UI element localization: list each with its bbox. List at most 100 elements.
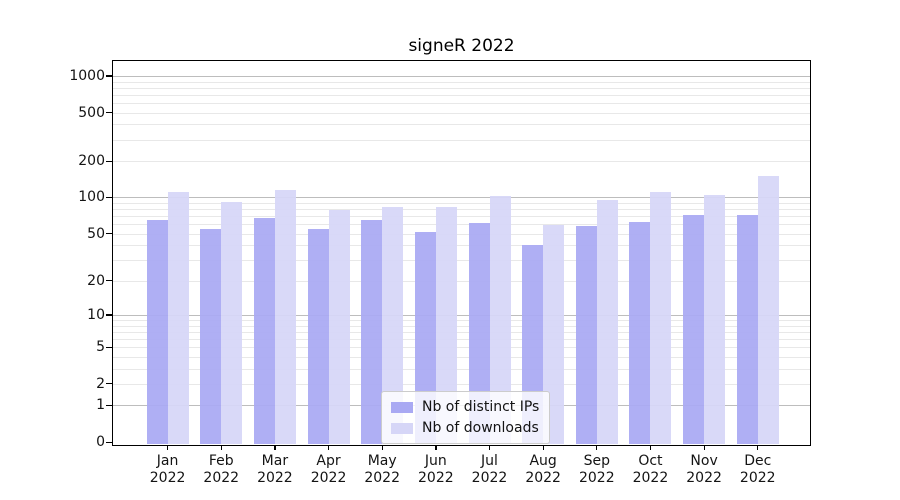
gridline-minor [113, 81, 810, 83]
bar-jun-downloads [435, 206, 457, 444]
x-tick-label-may: May 2022 [350, 453, 414, 487]
gridline-minor [113, 260, 810, 262]
x-tick-year: 2022 [471, 470, 508, 486]
gridline-minor [113, 347, 810, 349]
gridline-minor [113, 325, 810, 327]
gridline-minor [113, 87, 810, 89]
gridline-minor [113, 216, 810, 218]
x-tick-month: Nov [690, 453, 718, 469]
y-tick-mark [106, 160, 112, 162]
x-tick-label-mar: Mar 2022 [243, 453, 307, 487]
gridline-minor [113, 224, 810, 226]
x-tick-label-aug: Aug 2022 [511, 453, 575, 487]
legend: Nb of distinct IPs Nb of downloads [381, 391, 551, 444]
gridline-minor [113, 368, 810, 370]
gridline-minor [113, 245, 810, 247]
x-tick-mark [167, 445, 169, 450]
gridline-minor [113, 331, 810, 333]
gridline-minor [113, 320, 810, 321]
legend-label-downloads: Nb of downloads [422, 420, 539, 436]
y-tick-label: 5 [96, 339, 105, 356]
legend-swatch-downloads [391, 422, 413, 434]
x-tick-year: 2022 [364, 470, 400, 486]
x-tick-label-dec: Dec 2022 [726, 453, 790, 487]
y-tick-label: 2 [96, 375, 105, 392]
legend-item-downloads: Nb of downloads [391, 420, 539, 436]
x-tick-year: 2022 [632, 470, 669, 486]
gridline-minor [113, 112, 810, 114]
y-tick-label: 200 [78, 153, 105, 169]
x-tick-month: Feb [208, 453, 234, 469]
y-tick-label: 20 [87, 272, 105, 289]
bar-jul-downloads [489, 195, 511, 444]
gridline-major [113, 314, 810, 316]
gridline-minor [113, 94, 810, 96]
bar-nov-downloads [704, 194, 726, 444]
gridline-layer [113, 61, 810, 445]
x-tick-label-sep: Sep 2022 [565, 453, 629, 487]
x-tick-mark [596, 445, 598, 450]
gridline-minor [113, 356, 810, 358]
x-tick-mark [542, 445, 544, 450]
gridline-major [113, 197, 810, 199]
bar-sep-ips [575, 225, 597, 444]
legend-swatch-distinct-ips [391, 401, 413, 413]
legend-item-distinct-ips: Nb of distinct IPs [391, 399, 539, 415]
gridline-minor [113, 161, 810, 162]
x-tick-month: Sep [583, 453, 610, 469]
y-tick-mark [106, 196, 112, 199]
x-tick-year: 2022 [149, 470, 186, 486]
y-tick-mark [106, 314, 112, 316]
bar-may-downloads [382, 206, 404, 444]
y-tick-mark [106, 233, 112, 235]
y-tick-label: 500 [78, 104, 105, 121]
bar-oct-downloads [650, 191, 672, 444]
y-tick-mark [106, 112, 112, 114]
gridline-minor [113, 233, 810, 235]
gridline-minor [113, 338, 810, 340]
bar-sep-downloads [596, 200, 618, 444]
y-tick-label: 1 [96, 397, 105, 414]
y-tick-mark [106, 441, 112, 443]
x-tick-month: Mar [261, 453, 289, 469]
bar-oct-ips [629, 222, 651, 444]
x-tick-year: 2022 [578, 470, 615, 486]
gridline-minor [113, 202, 810, 204]
y-tick-mark [106, 280, 112, 282]
bar-jan-ips [146, 220, 168, 444]
x-tick-year: 2022 [257, 470, 293, 486]
bar-feb-ips [200, 228, 222, 444]
x-tick-mark [435, 445, 437, 450]
bar-apr-ips [307, 228, 329, 444]
x-tick-mark [220, 445, 222, 450]
x-tick-year: 2022 [203, 470, 240, 486]
x-tick-label-oct: Oct 2022 [618, 453, 682, 487]
bar-nov-ips [683, 215, 705, 444]
x-tick-label-feb: Feb 2022 [189, 453, 253, 487]
bar-layer [113, 61, 810, 445]
x-tick-month: Aug [529, 453, 557, 469]
x-tick-mark [489, 445, 491, 450]
bar-dec-downloads [757, 176, 779, 444]
x-tick-label-apr: Apr 2022 [297, 453, 361, 487]
x-tick-month: Dec [744, 453, 772, 469]
legend-label-distinct-ips: Nb of distinct IPs [422, 399, 540, 415]
x-tick-mark [274, 445, 276, 450]
bar-jan-downloads [167, 192, 189, 444]
y-tick-label: 50 [87, 225, 105, 242]
y-tick-mark [106, 383, 112, 385]
x-tick-month: Apr [316, 453, 341, 469]
x-tick-mark [703, 445, 705, 450]
x-tick-mark [649, 445, 652, 450]
bar-feb-downloads [221, 201, 243, 444]
x-tick-month: Oct [638, 453, 663, 469]
x-tick-year: 2022 [310, 470, 347, 486]
y-tick-mark [106, 404, 112, 406]
bar-apr-downloads [328, 209, 350, 444]
bar-dec-ips [736, 214, 758, 444]
x-tick-label-jul: Jul 2022 [458, 453, 522, 487]
y-tick-label: 1000 [69, 67, 105, 84]
gridline-minor [113, 139, 810, 141]
x-tick-mark [757, 445, 759, 450]
